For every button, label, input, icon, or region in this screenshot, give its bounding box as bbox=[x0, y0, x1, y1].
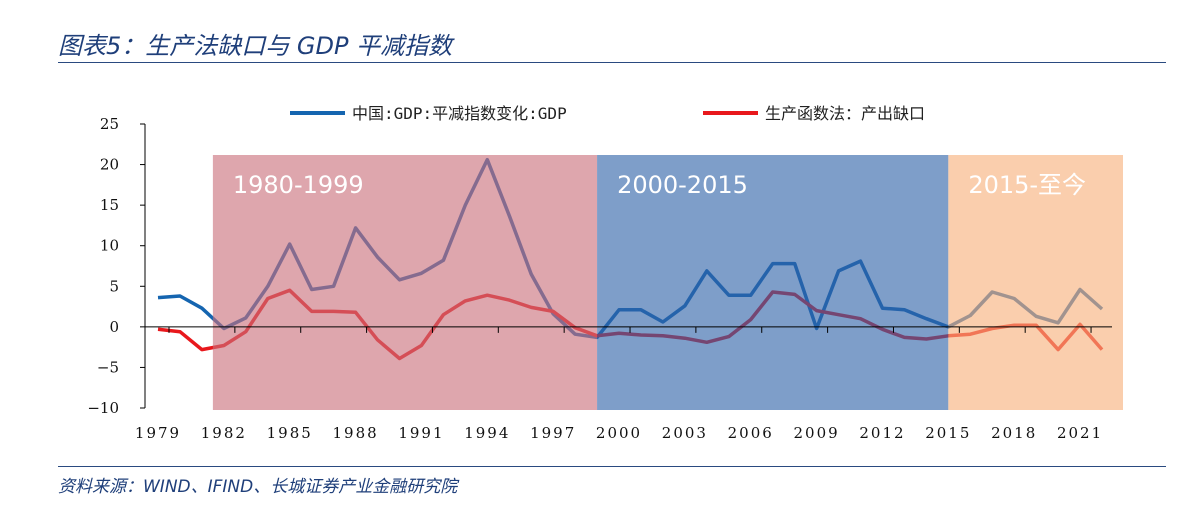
era-label-1: 1980-1999 bbox=[233, 171, 364, 199]
legend-label-1: 中国:GDP:平减指数变化:GDP bbox=[352, 104, 567, 123]
y-tick-label: −5 bbox=[97, 358, 119, 376]
y-tick-label: 15 bbox=[100, 196, 119, 214]
x-tick-label: 1985 bbox=[267, 424, 313, 442]
source-note: 资料来源：WIND、IFIND、长城证券产业金融研究院 bbox=[58, 477, 458, 497]
x-tick-label: 1997 bbox=[530, 424, 576, 442]
x-tick-label: 2000 bbox=[596, 424, 642, 442]
x-tick-label: 2018 bbox=[991, 424, 1037, 442]
y-tick-label: 5 bbox=[109, 277, 119, 295]
x-tick-label: 1982 bbox=[201, 424, 247, 442]
y-tick-label: 10 bbox=[100, 237, 119, 255]
era-label-2: 2000-2015 bbox=[617, 171, 748, 199]
x-tick-label: 1979 bbox=[135, 424, 181, 442]
x-tick-label: 2009 bbox=[794, 424, 840, 442]
x-tick-label: 1994 bbox=[464, 424, 510, 442]
y-tick-label: −10 bbox=[87, 399, 119, 417]
era-label-3: 2015-至今 bbox=[968, 171, 1086, 199]
x-tick-label: 1991 bbox=[398, 424, 444, 442]
era-band-3 bbox=[948, 155, 1123, 410]
y-tick-label: 20 bbox=[100, 156, 119, 174]
y-tick-label: 0 bbox=[109, 318, 119, 336]
x-tick-label: 2021 bbox=[1057, 424, 1103, 442]
x-tick-label: 2012 bbox=[859, 424, 905, 442]
x-tick-label: 1988 bbox=[332, 424, 378, 442]
x-tick-label: 2003 bbox=[662, 424, 708, 442]
x-tick-label: 2015 bbox=[925, 424, 971, 442]
y-tick-label: 25 bbox=[100, 115, 119, 133]
footer-divider bbox=[58, 466, 1166, 467]
chart-title: 图表5：生产法缺口与 GDP 平减指数 bbox=[58, 32, 453, 60]
x-tick-label: 2006 bbox=[728, 424, 774, 442]
era-band-2 bbox=[597, 155, 949, 410]
era-band-1 bbox=[212, 155, 598, 410]
legend-label-2: 生产函数法：产出缺口 bbox=[765, 104, 925, 123]
title-divider bbox=[58, 62, 1166, 63]
